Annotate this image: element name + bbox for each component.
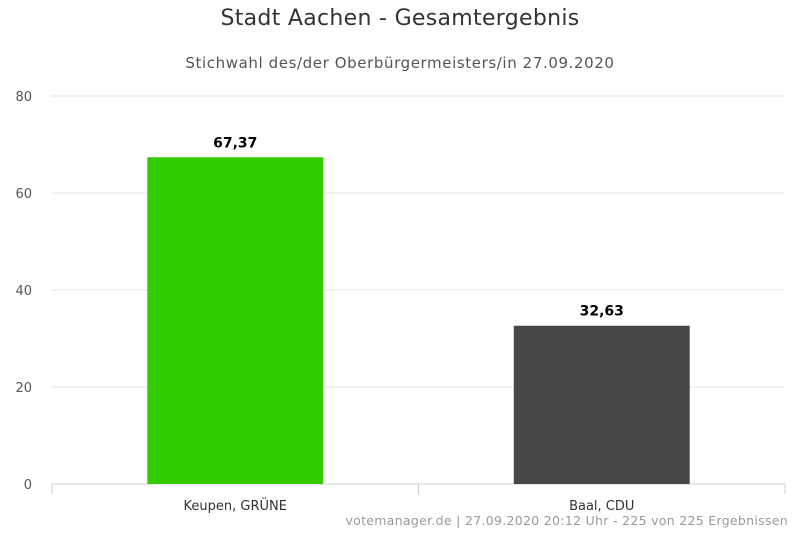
bar[interactable] — [147, 157, 324, 484]
y-axis-labels: 0 20 40 60 80 — [15, 90, 32, 493]
x-category-label: Keupen, GRÜNE — [184, 497, 287, 514]
y-tick-label: 40 — [15, 284, 32, 299]
bar[interactable] — [513, 325, 690, 484]
chart-subtitle: Stichwahl des/der Oberbürgermeisters/in … — [185, 54, 615, 72]
chart-title: Stadt Aachen - Gesamtergebnis — [220, 6, 580, 31]
y-tick-label: 20 — [15, 381, 32, 396]
y-tick-label: 0 — [24, 478, 32, 493]
x-axis: Keupen, GRÜNE Baal, CDU — [51, 484, 786, 514]
y-tick-label: 60 — [15, 187, 32, 202]
data-label: 67,37 — [213, 135, 257, 151]
credits-link[interactable]: votemanager.de | 27.09.2020 20:12 Uhr - … — [345, 513, 788, 528]
data-label: 32,63 — [580, 304, 624, 320]
bars: 67,37 32,63 — [147, 135, 690, 484]
x-category-label: Baal, CDU — [569, 499, 634, 514]
y-tick-label: 80 — [15, 90, 32, 105]
